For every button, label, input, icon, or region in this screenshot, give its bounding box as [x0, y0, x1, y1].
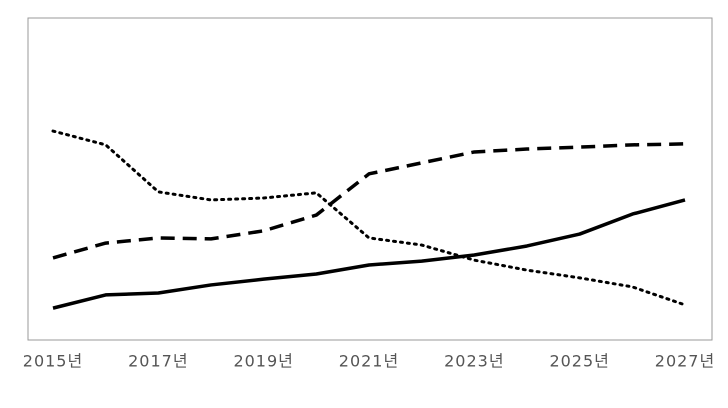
series-line: [52, 142, 686, 260]
x-tick-label: 2023년: [444, 352, 504, 371]
plot-frame: [27, 17, 713, 341]
series-line: [51, 129, 687, 307]
x-tick-label: 2021년: [339, 352, 399, 371]
x-tick-label: 2019년: [233, 352, 293, 371]
x-tick-label: 2025년: [549, 352, 609, 371]
series-line: [52, 198, 686, 310]
x-tick-label: 2017년: [128, 352, 188, 371]
x-tick-label: 2015년: [23, 352, 83, 371]
x-tick-label: 2027년: [655, 352, 715, 371]
